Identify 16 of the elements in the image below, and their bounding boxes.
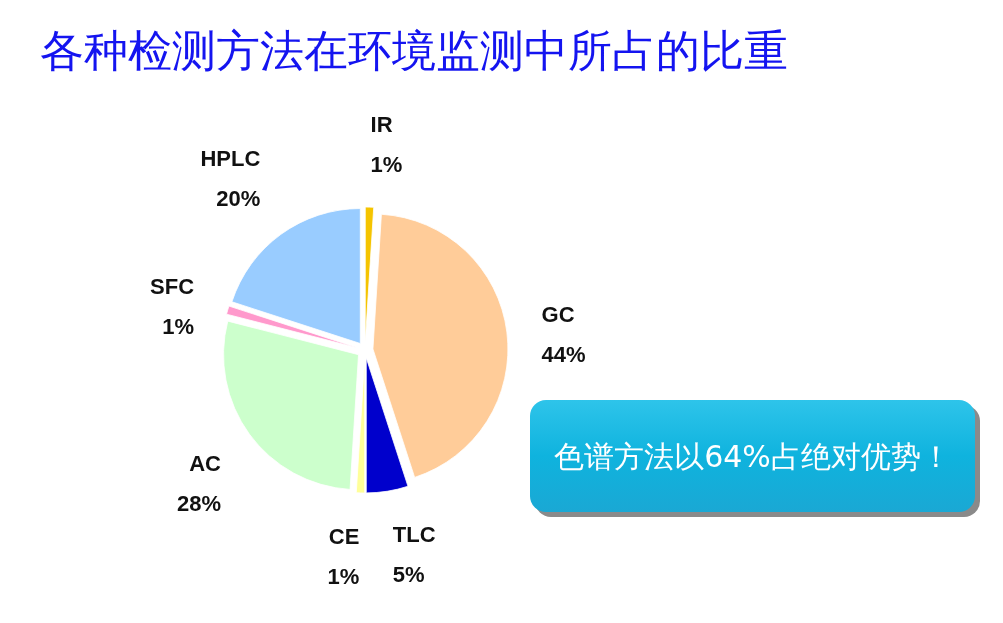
slice-label: CE: [328, 523, 360, 549]
slice-label: HPLC: [200, 145, 261, 171]
slice-label: GC: [541, 301, 575, 327]
data-label: 20%: [216, 185, 261, 211]
chart-title: 各种检测方法在环境监测中所占的比重: [40, 25, 788, 76]
data-label: 1%: [162, 314, 195, 340]
data-label: 1%: [327, 563, 360, 589]
slice-label: AC: [189, 450, 222, 476]
slice-label: TLC: [392, 521, 436, 547]
slice-label: SFC: [150, 274, 195, 300]
data-label: 28%: [176, 490, 221, 516]
data-label: 1%: [370, 152, 403, 178]
data-label: 5%: [392, 561, 425, 587]
text: 色谱方法以64%占绝对优势！: [554, 439, 951, 474]
slice-label: IR: [370, 112, 393, 138]
data-label: 44%: [541, 341, 586, 367]
